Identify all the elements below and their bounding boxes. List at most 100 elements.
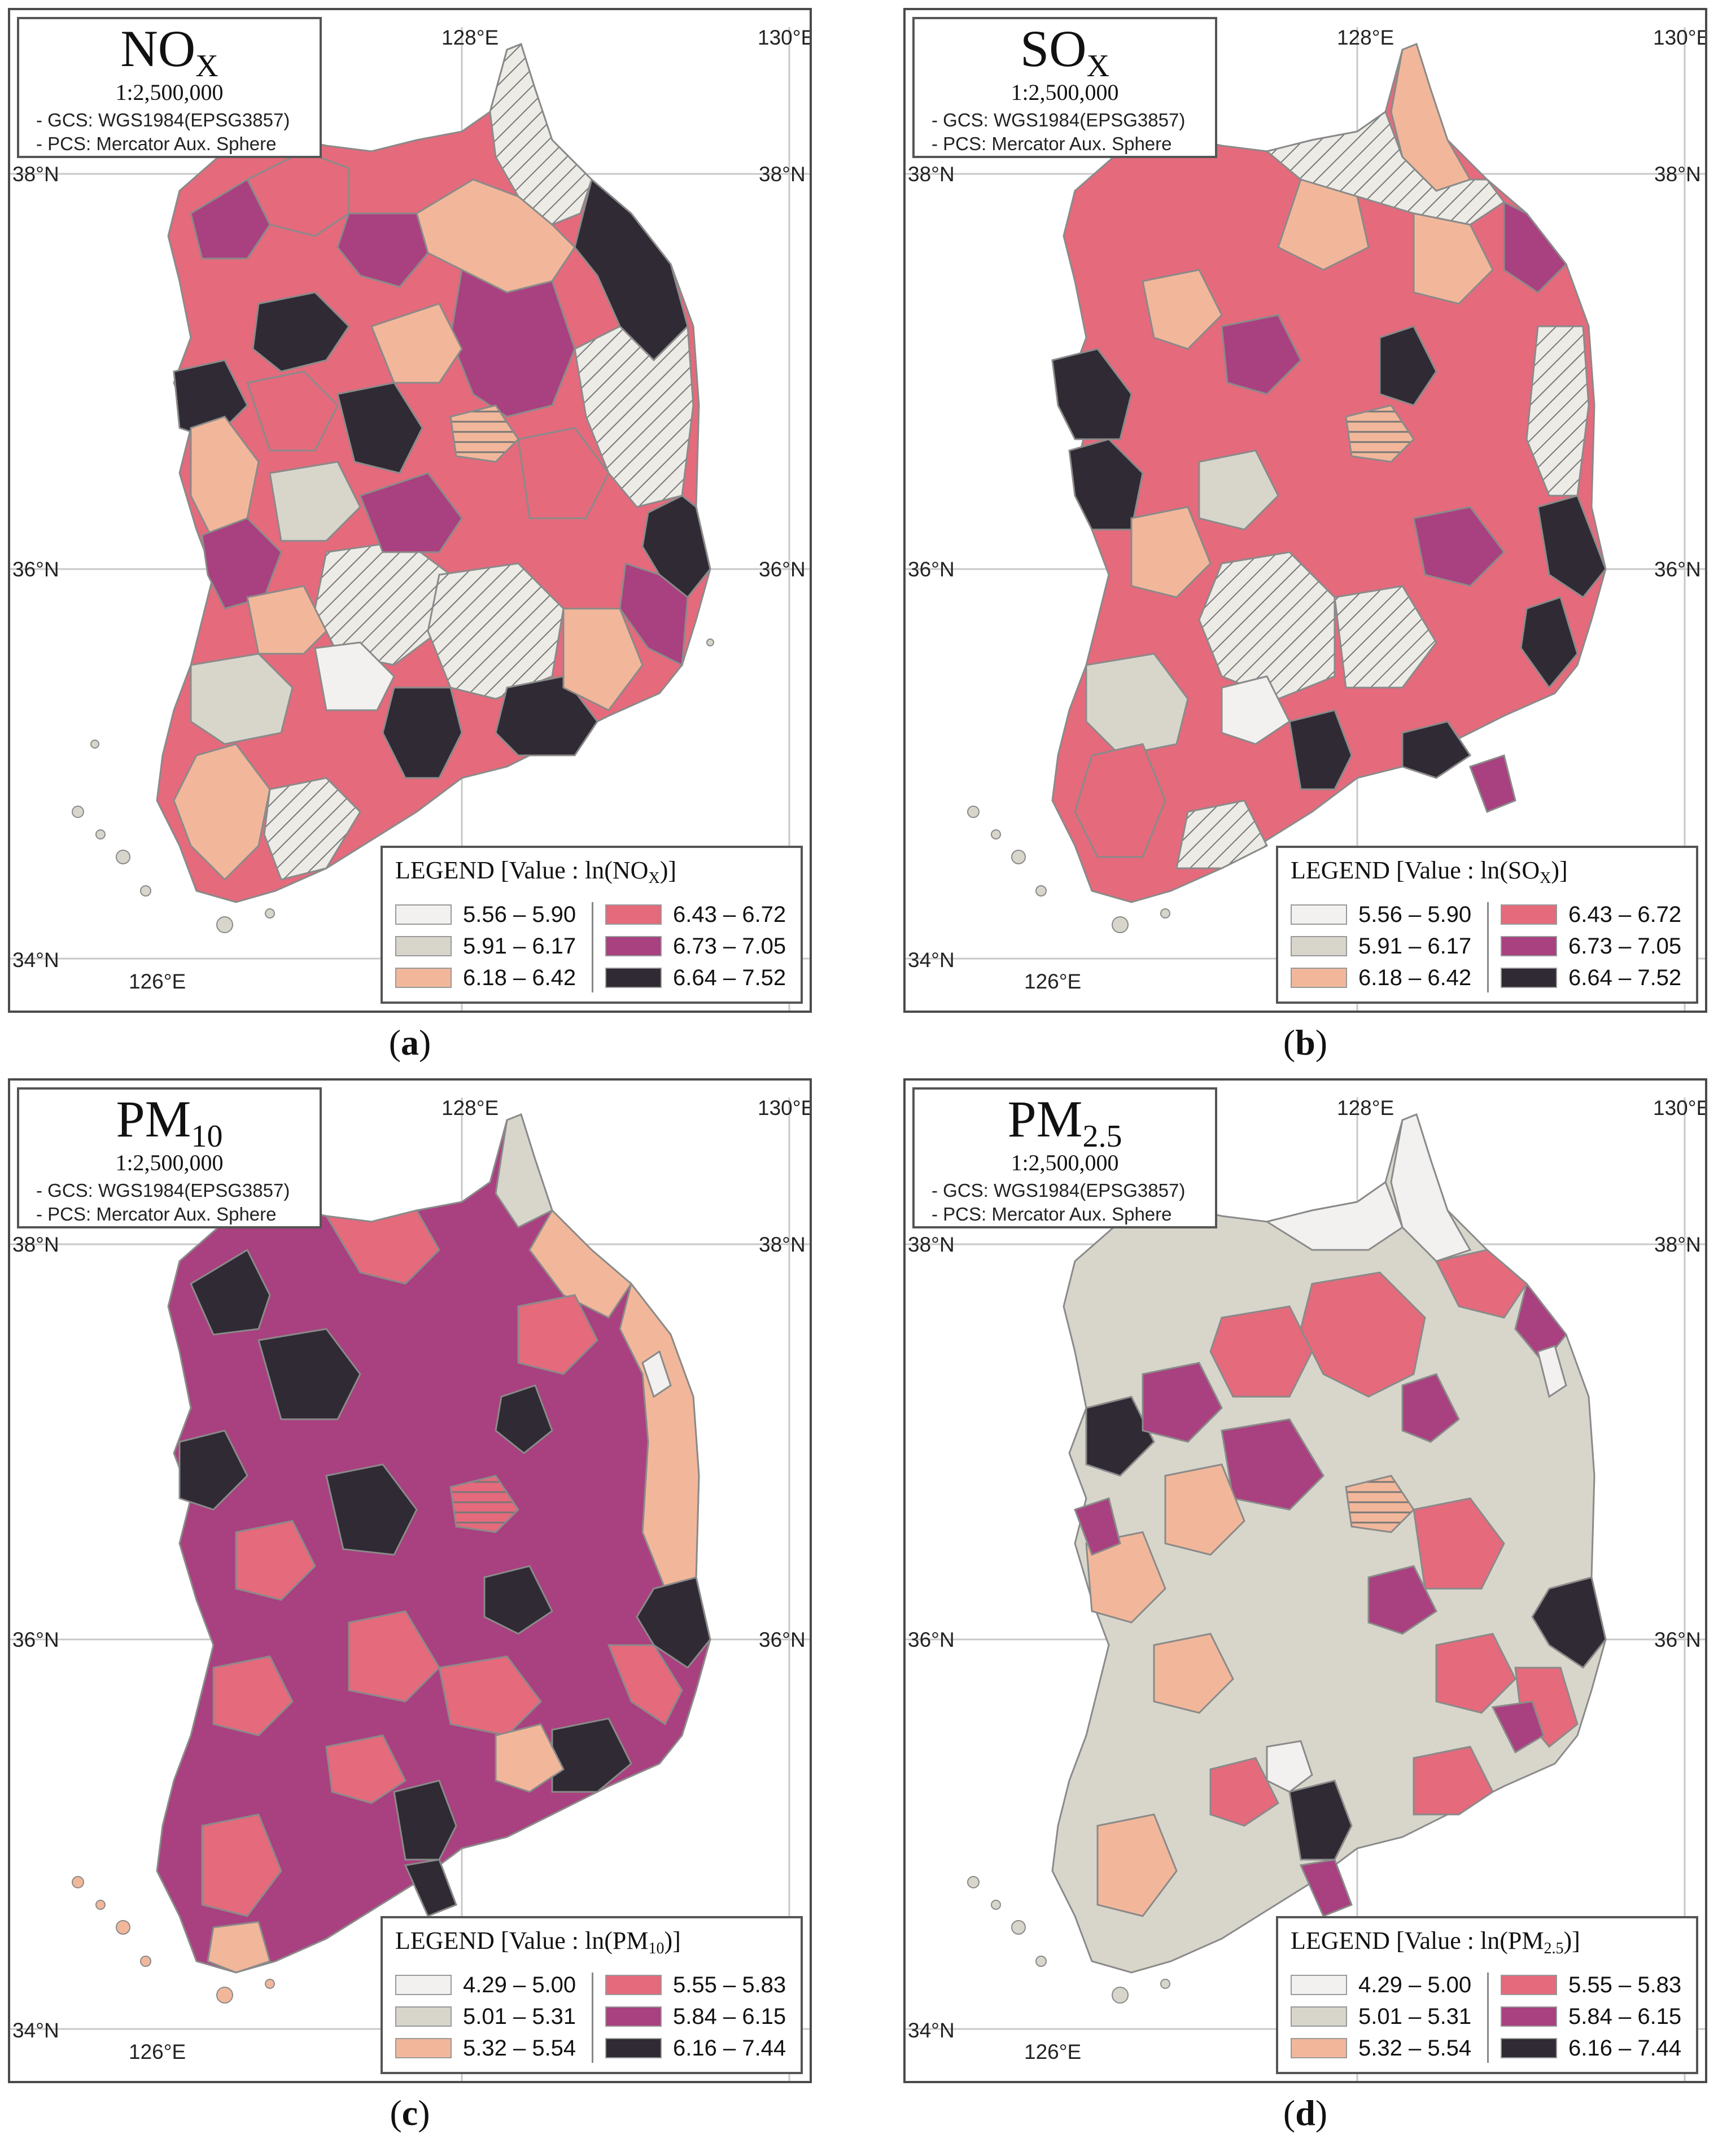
- label-lon-130: 130°E: [1653, 26, 1707, 49]
- gcs-text: - GCS: WGS1984(EPSG3857): [36, 1180, 290, 1201]
- map-panel-nox: 128°E 130°E 38°N 38°N 36°N 36°N 34°N 126…: [8, 8, 812, 1013]
- map-legend: LEGEND [Value : ln(NOX)] 5.56 – 5.90 5.9…: [381, 846, 803, 1004]
- legend-item-5: 5.84 – 6.15: [1501, 2004, 1681, 2029]
- legend-item-6: 6.16 – 7.44: [1501, 2036, 1681, 2061]
- legend-item-2: 5.91 – 6.17: [395, 934, 576, 959]
- korea-landmass: [156, 43, 711, 903]
- map-title-box: PM10 1:2,500,000 - GCS: WGS1984(EPSG3857…: [17, 1087, 322, 1228]
- map-scale: 1:2,500,000: [115, 1150, 224, 1175]
- islands: [967, 1876, 1170, 2004]
- legend-item-4: 5.55 – 5.83: [605, 1973, 786, 1997]
- legend-item-6: 6.16 – 7.44: [605, 2036, 786, 2061]
- label-lat-38-left: 38°N: [12, 163, 59, 186]
- legend-title: LEGEND [Value : ln(SOX)]: [1291, 856, 1568, 887]
- label-lat-36-right: 36°N: [1654, 558, 1701, 581]
- map-title-box: NOX 1:2,500,000 - GCS: WGS1984(EPSG3857)…: [17, 17, 322, 158]
- label-lat-36-right: 36°N: [759, 558, 806, 581]
- caption-b: (b): [1283, 1022, 1328, 1062]
- caption-d: (d): [1283, 2093, 1328, 2133]
- legend-item-6: 6.64 – 7.52: [605, 965, 786, 990]
- map-title: NOX: [120, 20, 218, 84]
- pcs-text: - PCS: Mercator Aux. Sphere: [36, 133, 277, 154]
- label-lon-126: 126°E: [129, 2040, 186, 2063]
- map-panel-sox: 128°E 130°E 38°N 38°N 36°N 36°N 34°N 126…: [903, 8, 1707, 1013]
- legend-title: LEGEND [Value : ln(PM10)]: [395, 1927, 681, 1957]
- legend-title: LEGEND [Value : ln(NOX)]: [395, 856, 676, 887]
- label-lon-128: 128°E: [1337, 26, 1394, 49]
- caption-a: (a): [388, 1022, 431, 1062]
- legend-item-1: 5.56 – 5.90: [395, 902, 576, 927]
- map-legend: LEGEND [Value : ln(SOX)] 5.56 – 5.90 5.9…: [1276, 846, 1698, 1004]
- label-lat-38-right: 38°N: [759, 1233, 806, 1256]
- pcs-text: - PCS: Mercator Aux. Sphere: [36, 1204, 277, 1224]
- gcs-text: - GCS: WGS1984(EPSG3857): [36, 110, 290, 130]
- label-lat-38-left: 38°N: [908, 163, 955, 186]
- legend-item-5: 6.73 – 7.05: [1501, 934, 1681, 959]
- legend-item-4: 6.43 – 6.72: [1501, 902, 1681, 927]
- legend-item-3: 5.32 – 5.54: [1291, 2036, 1471, 2061]
- legend-item-2: 5.01 – 5.31: [395, 2004, 576, 2029]
- legend-item-5: 6.73 – 7.05: [605, 934, 786, 959]
- label-lat-36-left: 36°N: [12, 1628, 59, 1651]
- legend-item-4: 5.55 – 5.83: [1501, 1973, 1681, 1997]
- map-scale: 1:2,500,000: [115, 80, 224, 105]
- legend-divider: [1487, 1973, 1489, 2063]
- legend-item-1: 4.29 – 5.00: [395, 1973, 576, 1997]
- legend-item-2: 5.91 – 6.17: [1291, 934, 1471, 959]
- legend-item-3: 5.32 – 5.54: [395, 2036, 576, 2061]
- caption-c: (c): [390, 2093, 430, 2133]
- label-lat-38-right: 38°N: [1654, 163, 1701, 186]
- label-lon-128: 128°E: [441, 1096, 499, 1119]
- legend-divider: [592, 1973, 593, 2063]
- label-lat-36-left: 36°N: [12, 558, 59, 581]
- label-lat-36-right: 36°N: [759, 1628, 806, 1651]
- map-scale: 1:2,500,000: [1011, 1150, 1119, 1175]
- korea-landmass: [156, 1113, 711, 1974]
- map-title: PM10: [116, 1090, 223, 1154]
- map-title: SOX: [1020, 20, 1110, 84]
- label-lat-38-right: 38°N: [1654, 1233, 1701, 1256]
- pm25-choropleth-map: [906, 1097, 1705, 2081]
- label-lon-126: 126°E: [129, 970, 186, 993]
- label-lon-130: 130°E: [758, 1096, 812, 1119]
- map-panel-pm25: 128°E 130°E 38°N 38°N 36°N 36°N 34°N 126…: [903, 1078, 1707, 2083]
- label-lat-38-right: 38°N: [759, 163, 806, 186]
- legend-item-1: 4.29 – 5.00: [1291, 1973, 1471, 1997]
- map-title: PM2.5: [1007, 1090, 1122, 1154]
- sox-choropleth-map: [906, 27, 1705, 1011]
- pm10-choropleth-map: [10, 1097, 810, 2081]
- label-lat-34-left: 34°N: [908, 948, 955, 972]
- islands: [967, 806, 1170, 933]
- islands: [72, 639, 714, 933]
- legend-divider: [1487, 902, 1489, 992]
- label-lat-34-left: 34°N: [12, 948, 59, 972]
- map-title-box: SOX 1:2,500,000 - GCS: WGS1984(EPSG3857)…: [912, 17, 1217, 158]
- label-lon-126: 126°E: [1024, 2040, 1082, 2063]
- legend-item-3: 6.18 – 6.42: [1291, 965, 1471, 990]
- legend-item-3: 6.18 – 6.42: [395, 965, 576, 990]
- islands: [72, 1876, 275, 2004]
- label-lon-128: 128°E: [441, 26, 499, 49]
- legend-item-5: 5.84 – 6.15: [605, 2004, 786, 2029]
- label-lat-34-left: 34°N: [908, 2019, 955, 2042]
- label-lat-36-left: 36°N: [908, 558, 955, 581]
- legend-item-4: 6.43 – 6.72: [605, 902, 786, 927]
- map-title-box: PM2.5 1:2,500,000 - GCS: WGS1984(EPSG385…: [912, 1087, 1217, 1228]
- label-lon-130: 130°E: [1653, 1096, 1707, 1119]
- map-legend: LEGEND [Value : ln(PM10)] 4.29 – 5.00 5.…: [381, 1916, 803, 2074]
- label-lat-38-left: 38°N: [908, 1233, 955, 1256]
- legend-divider: [592, 902, 593, 992]
- map-scale: 1:2,500,000: [1011, 80, 1119, 105]
- label-lat-38-left: 38°N: [12, 1233, 59, 1256]
- korea-landmass: [1051, 43, 1607, 903]
- map-legend: LEGEND [Value : ln(PM2.5)] 4.29 – 5.00 5…: [1276, 1916, 1698, 2074]
- korea-landmass: [1051, 1113, 1607, 1974]
- map-panel-pm10: 128°E 130°E 38°N 38°N 36°N 36°N 34°N 126…: [8, 1078, 812, 2083]
- label-lon-126: 126°E: [1024, 970, 1082, 993]
- legend-title: LEGEND [Value : ln(PM2.5)]: [1291, 1927, 1580, 1957]
- label-lat-36-left: 36°N: [908, 1628, 955, 1651]
- gcs-text: - GCS: WGS1984(EPSG3857): [932, 1180, 1186, 1201]
- label-lon-130: 130°E: [758, 26, 812, 49]
- pcs-text: - PCS: Mercator Aux. Sphere: [932, 133, 1172, 154]
- pcs-text: - PCS: Mercator Aux. Sphere: [932, 1204, 1172, 1224]
